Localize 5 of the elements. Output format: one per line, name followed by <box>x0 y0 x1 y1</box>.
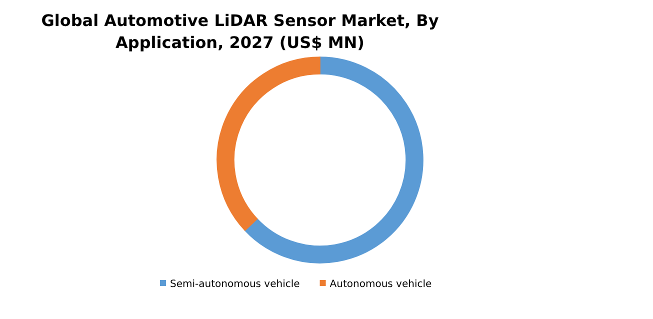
legend-label: Semi-autonomous vehicle <box>170 279 300 290</box>
donut-slice <box>244 56 424 264</box>
donut-slice <box>216 56 320 231</box>
chart-title: Global Automotive LiDAR Sensor Market, By Application, 2027 (US$ MN) <box>41 11 440 52</box>
legend-label: Autonomous vehicle <box>330 279 432 290</box>
